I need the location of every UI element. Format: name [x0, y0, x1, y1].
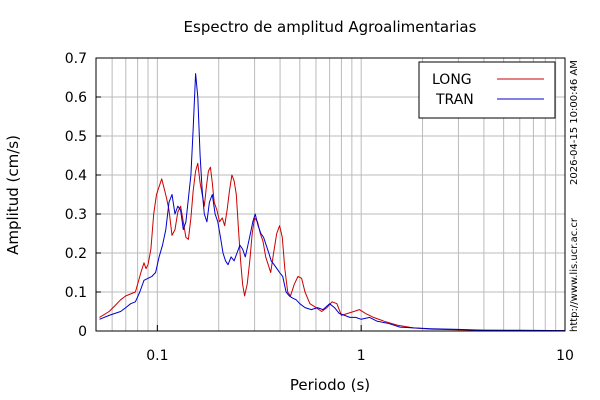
series-line-tran [99, 73, 566, 332]
plot-frame [95, 57, 566, 332]
y-tick-label: 0.3 [65, 207, 87, 223]
x-axis-label: Periodo (s) [290, 376, 370, 394]
y-tick-label: 0.2 [65, 246, 87, 262]
legend-box [418, 61, 556, 119]
y-tick-label: 0.1 [65, 285, 87, 301]
x-minor-grid [95, 58, 557, 331]
x-tick-label: 0.1 [146, 348, 168, 364]
series-layer [99, 73, 566, 332]
x-tick-label: 1 [357, 348, 366, 364]
chart-title: Espectro de amplitud Agroalimentarias [184, 18, 477, 36]
y-tick-label: 0.4 [65, 168, 87, 184]
y-axis-label: Amplitud (cm/s) [4, 135, 22, 255]
x-tick-label: 10 [556, 348, 574, 364]
y-tick-label: 0.5 [65, 129, 87, 145]
y-tick-label: 0.7 [65, 51, 87, 67]
y-ticks: 0 0.1 0.2 0.3 0.4 0.5 0.6 0.7 [65, 51, 101, 340]
timestamp-label: 2026-04-15 10:00:46 AM [569, 60, 580, 185]
y-tick-label: 0.6 [65, 90, 87, 106]
legend-label-tran: TRAN [435, 92, 474, 108]
y-tick-label: 0 [78, 324, 87, 340]
x-ticks: 0.1 1 10 [146, 325, 574, 364]
legend-label-long: LONG [432, 72, 472, 88]
legend: LONG TRAN [418, 61, 556, 119]
source-url-label: http://www.lis.ucr.ac.cr [569, 217, 580, 332]
